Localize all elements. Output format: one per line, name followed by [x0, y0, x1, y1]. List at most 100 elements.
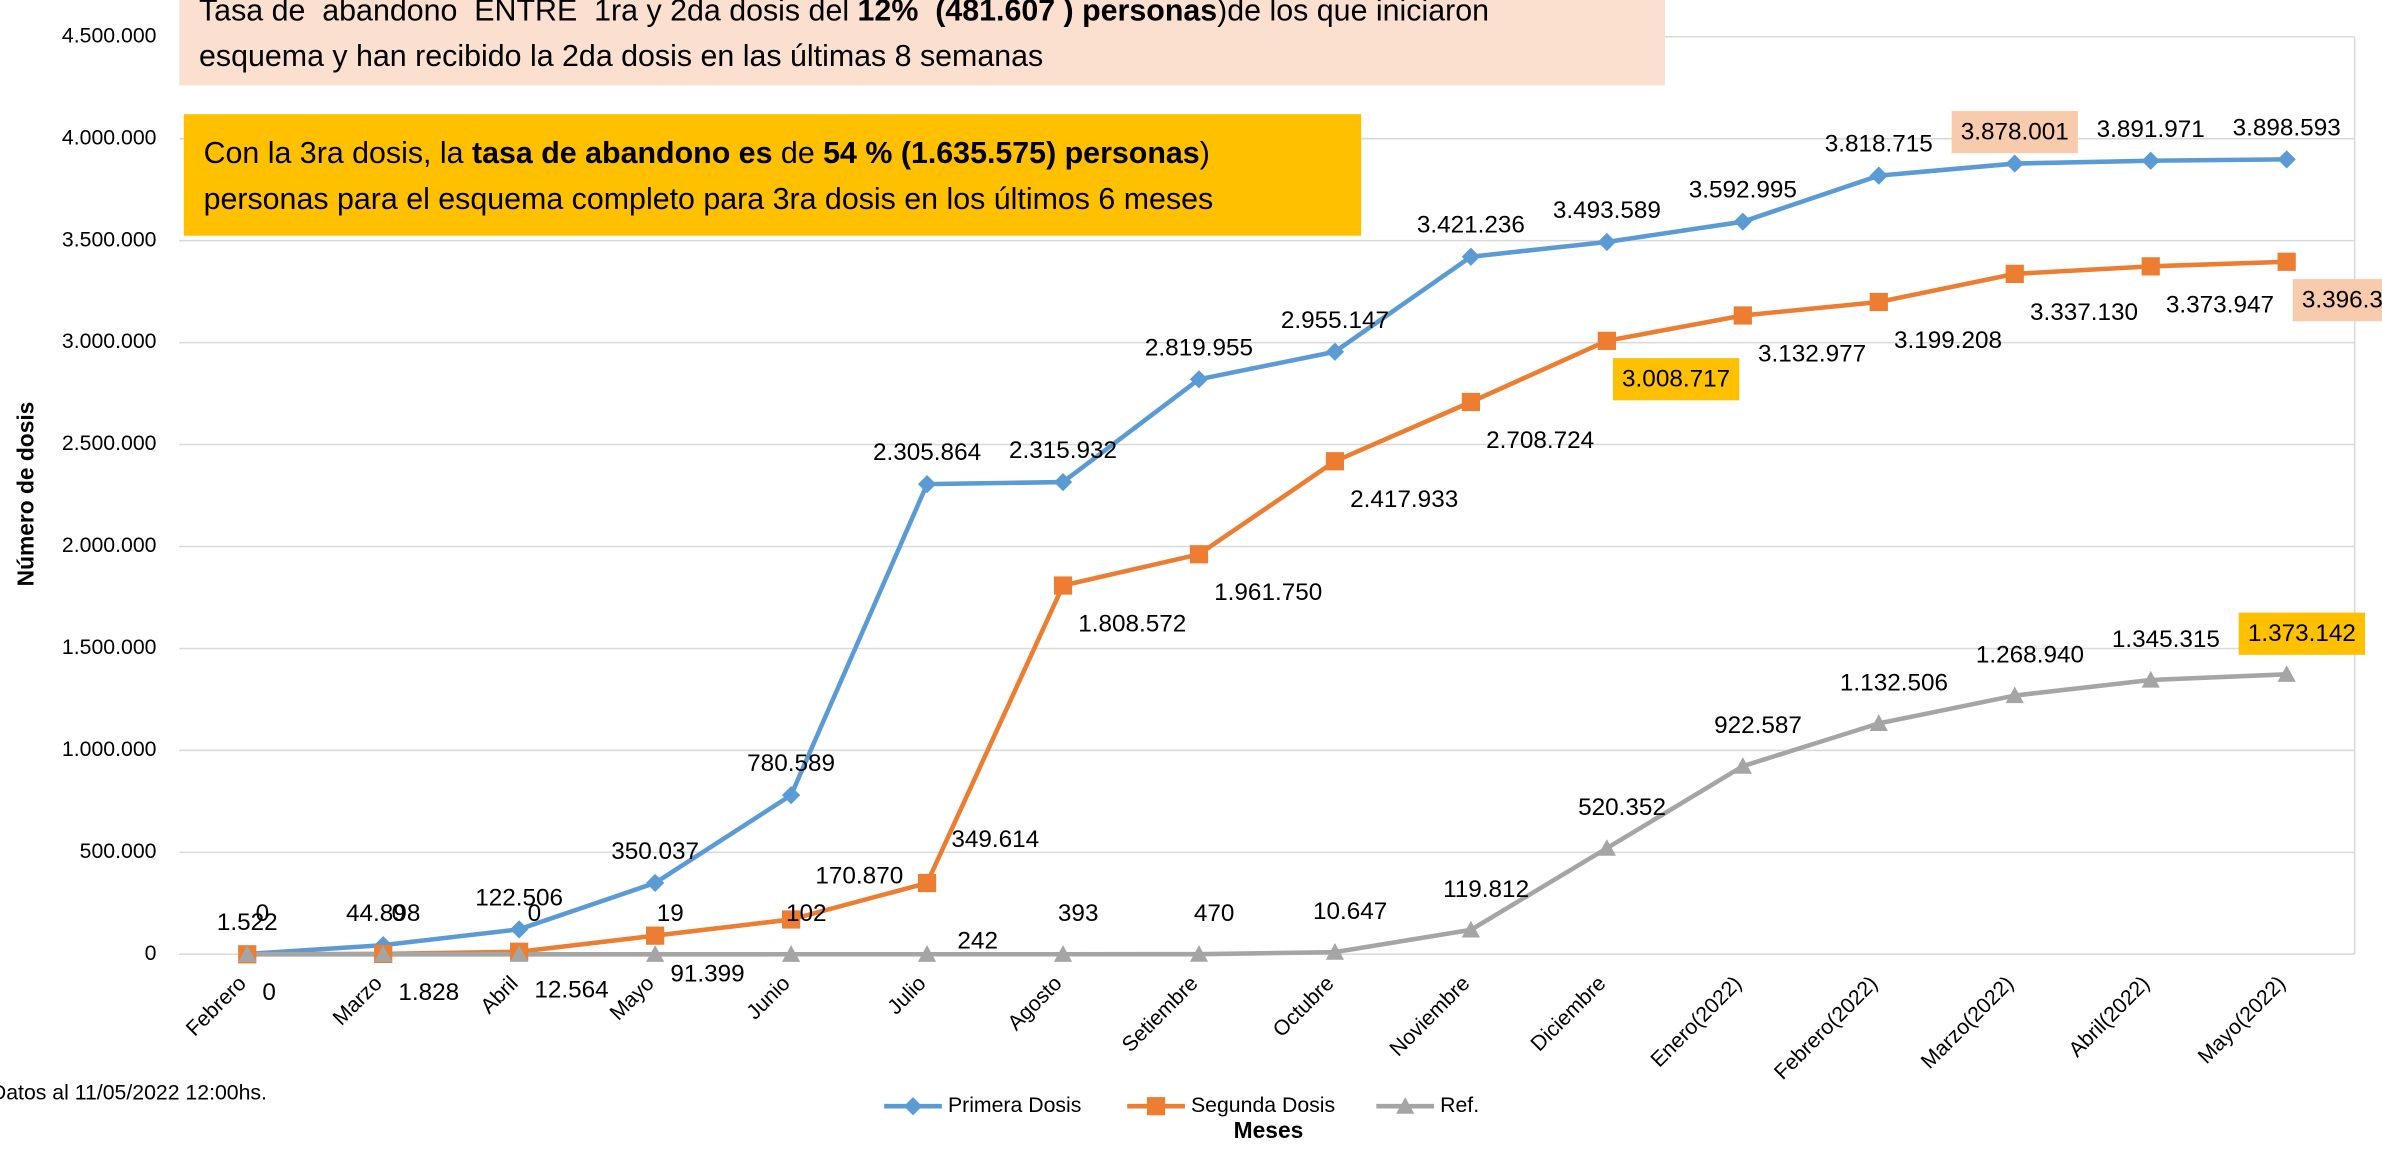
data-label: 1.373.142: [2248, 620, 2356, 647]
data-label: 2.955.147: [1281, 307, 1389, 334]
data-label-group: 780.589: [747, 750, 835, 777]
data-label: 122.506: [475, 884, 563, 911]
data-label: 780.589: [747, 750, 835, 777]
data-label-group: 3.891.971: [2097, 116, 2205, 143]
marker: [2005, 154, 2024, 173]
data-label-group: 3.878.001: [1951, 111, 2078, 154]
data-label: 3.008.717: [1622, 366, 1730, 393]
data-label-group: 1.828: [398, 979, 459, 1006]
y-tick-label: 500.000: [80, 839, 157, 863]
data-label: 2.708.724: [1486, 427, 1594, 454]
marker: [2141, 257, 2160, 276]
data-label: 1.808.572: [1078, 610, 1186, 637]
annotation-run: 54 % (1.635.575) personas: [823, 136, 1200, 170]
marker: [2277, 252, 2296, 271]
data-label-group: 393: [1058, 900, 1099, 927]
data-label-group: 2.315.932: [1009, 437, 1117, 464]
data-label-group: 242: [957, 928, 998, 955]
data-label: 44.898: [346, 900, 420, 927]
data-label-group: 91.399: [670, 961, 744, 988]
data-label-group: 12.564: [534, 977, 608, 1004]
annotation-run: Tasa de abandono ENTRE 1ra y 2da dosis d…: [199, 0, 858, 27]
annotation-run: tasa de abandono es: [472, 136, 772, 170]
data-label: 520.352: [1578, 794, 1666, 821]
data-label-group: 3.421.236: [1417, 212, 1525, 239]
marker: [1733, 212, 1752, 231]
label-highlight: [1612, 358, 1740, 401]
data-label: 922.587: [1714, 712, 1802, 739]
marker: [646, 945, 665, 962]
y-tick-label: 0: [145, 941, 157, 965]
data-label-group: 1.345.315: [2112, 626, 2220, 653]
data-label-group: 2.708.724: [1486, 427, 1594, 454]
data-label: 1.345.315: [2112, 626, 2220, 653]
data-label-group: 470: [1194, 900, 1235, 927]
data-label: 2.417.933: [1350, 486, 1458, 513]
data-label-group: 1.132.506: [1840, 669, 1948, 696]
annotation-box: [183, 114, 1362, 236]
marker: [917, 873, 937, 893]
y-tick-label: 1.000.000: [62, 737, 157, 761]
data-label-group: 3.818.715: [1825, 131, 1933, 158]
y-tick-label: 4.500.000: [62, 23, 157, 47]
label-highlight: [1951, 111, 2078, 154]
data-label-group: 3.898.593: [2233, 114, 2341, 141]
marker: [1325, 943, 1345, 960]
data-label: 0: [392, 900, 406, 927]
marker: [1053, 576, 1073, 595]
annotation-run: de: [772, 136, 823, 170]
label-highlight: [2292, 279, 2382, 322]
legend-label: Segunda Dosis: [1191, 1093, 1335, 1117]
data-label-group: 170.870: [815, 862, 903, 889]
data-label-group: 3.373.947: [2166, 291, 2274, 318]
data-label-group: 3.132.977: [1758, 340, 1866, 367]
data-label-group: 2.417.933: [1350, 486, 1458, 513]
data-label-group: 10.647: [1313, 898, 1387, 925]
legend-label: Primera Dosis: [948, 1093, 1081, 1117]
data-label-group: 2.305.864: [873, 439, 981, 466]
data-label-group: 122.506: [475, 884, 563, 911]
legend-label: Ref.: [1440, 1093, 1479, 1117]
marker: [2005, 264, 2024, 283]
data-label-group: 0: [256, 900, 270, 927]
data-label: 1.132.506: [1840, 669, 1948, 696]
data-label-group: 102: [786, 900, 827, 927]
data-label-group: 2.819.955: [1145, 334, 1253, 361]
data-label-group: 1.268.940: [1976, 641, 2084, 668]
data-label: 470: [1194, 900, 1235, 927]
data-label-group: 3.592.995: [1689, 177, 1797, 204]
data-label-group: 44.898: [346, 900, 420, 927]
marker: [1053, 945, 1073, 962]
annotation-run: personas para el esquema completo para 3…: [204, 182, 1214, 216]
data-label-group: 1.522: [217, 909, 278, 936]
data-label: 10.647: [1313, 898, 1387, 925]
data-label-group: 520.352: [1578, 794, 1666, 821]
data-label: 3.898.593: [2233, 114, 2341, 141]
legend-marker: [903, 1097, 923, 1116]
annotation-run: esquema y han recibido la 2da dosis en l…: [199, 39, 1043, 73]
data-label: 119.812: [1443, 876, 1529, 903]
marker: [781, 910, 801, 929]
data-label: 393: [1058, 900, 1099, 927]
annotation-run: Con la 3ra dosis, la: [204, 136, 472, 170]
marker: [1597, 232, 1616, 252]
data-label: 3.818.715: [1825, 131, 1933, 158]
marker: [1189, 545, 1209, 564]
data-label: 3.373.947: [2166, 291, 2274, 318]
y-tick-label: 1.500.000: [62, 635, 157, 659]
data-label-group: 1.961.750: [1214, 579, 1322, 606]
annotation-text: esquema y han recibido la 2da dosis en l…: [199, 39, 1043, 73]
data-label: 0: [262, 979, 276, 1006]
annotation-run: ): [1200, 136, 1210, 170]
data-label: 3.199.208: [1894, 327, 2002, 354]
data-label: 3.592.995: [1689, 177, 1797, 204]
marker: [1869, 714, 1888, 731]
data-label-group: 1.373.142: [2238, 612, 2366, 655]
data-label-group: 119.812: [1443, 876, 1529, 903]
marker: [510, 945, 529, 962]
data-label: 1.961.750: [1214, 579, 1322, 606]
data-label: 3.396.394: [2302, 287, 2382, 314]
x-axis-label: Meses: [1234, 1117, 1304, 1143]
